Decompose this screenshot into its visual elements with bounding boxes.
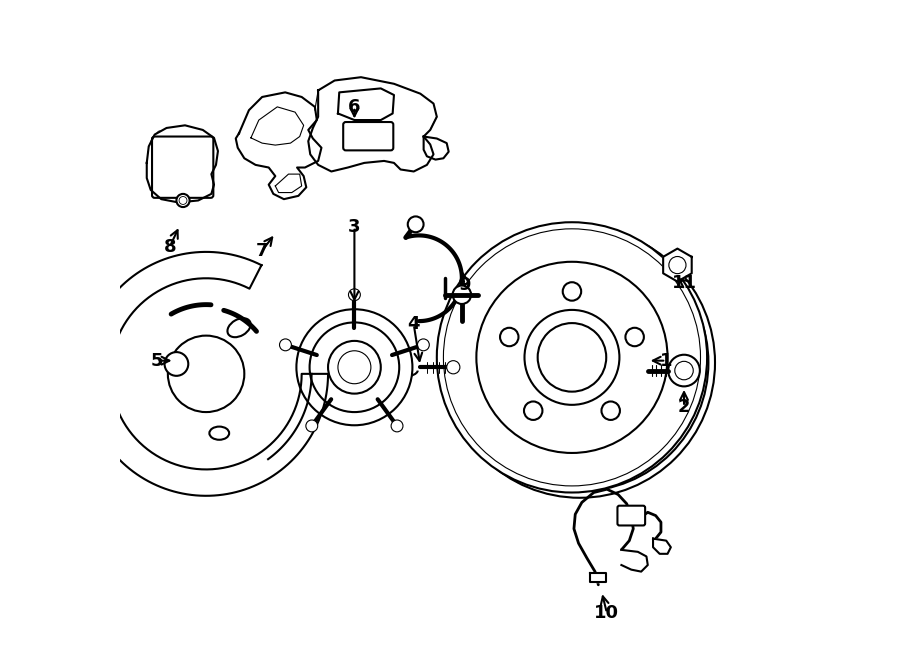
Polygon shape bbox=[590, 573, 607, 581]
Polygon shape bbox=[147, 125, 218, 203]
Text: 4: 4 bbox=[408, 315, 420, 334]
Circle shape bbox=[296, 309, 412, 425]
Circle shape bbox=[165, 352, 188, 376]
Polygon shape bbox=[338, 89, 394, 120]
Circle shape bbox=[500, 328, 518, 346]
Circle shape bbox=[328, 341, 381, 394]
Circle shape bbox=[451, 234, 708, 491]
Polygon shape bbox=[309, 77, 436, 171]
Circle shape bbox=[306, 420, 318, 432]
Circle shape bbox=[436, 222, 707, 493]
Text: 9: 9 bbox=[458, 276, 471, 294]
Ellipse shape bbox=[228, 318, 251, 337]
Text: 2: 2 bbox=[678, 398, 690, 416]
Text: 1: 1 bbox=[660, 352, 672, 369]
Circle shape bbox=[418, 339, 429, 351]
Circle shape bbox=[626, 328, 644, 346]
Text: 6: 6 bbox=[348, 98, 361, 116]
Circle shape bbox=[446, 361, 460, 374]
Text: 5: 5 bbox=[150, 352, 163, 369]
Polygon shape bbox=[621, 550, 648, 571]
Polygon shape bbox=[653, 539, 670, 554]
Circle shape bbox=[445, 228, 715, 498]
Circle shape bbox=[453, 285, 471, 304]
Circle shape bbox=[408, 216, 424, 232]
Circle shape bbox=[601, 401, 620, 420]
Text: 10: 10 bbox=[594, 604, 619, 622]
Polygon shape bbox=[663, 249, 692, 281]
Polygon shape bbox=[84, 252, 328, 496]
Text: 11: 11 bbox=[671, 274, 697, 292]
Text: 3: 3 bbox=[348, 218, 361, 236]
Circle shape bbox=[668, 355, 700, 387]
Circle shape bbox=[168, 336, 244, 412]
Text: 8: 8 bbox=[164, 238, 176, 256]
Circle shape bbox=[392, 420, 403, 432]
Circle shape bbox=[176, 194, 190, 207]
Circle shape bbox=[562, 282, 581, 301]
Circle shape bbox=[524, 401, 543, 420]
Polygon shape bbox=[148, 128, 212, 160]
Circle shape bbox=[348, 289, 360, 301]
Circle shape bbox=[280, 339, 292, 351]
Polygon shape bbox=[424, 136, 449, 160]
Ellipse shape bbox=[210, 426, 230, 440]
Polygon shape bbox=[236, 93, 321, 199]
FancyBboxPatch shape bbox=[617, 506, 645, 526]
Text: 7: 7 bbox=[256, 242, 268, 260]
